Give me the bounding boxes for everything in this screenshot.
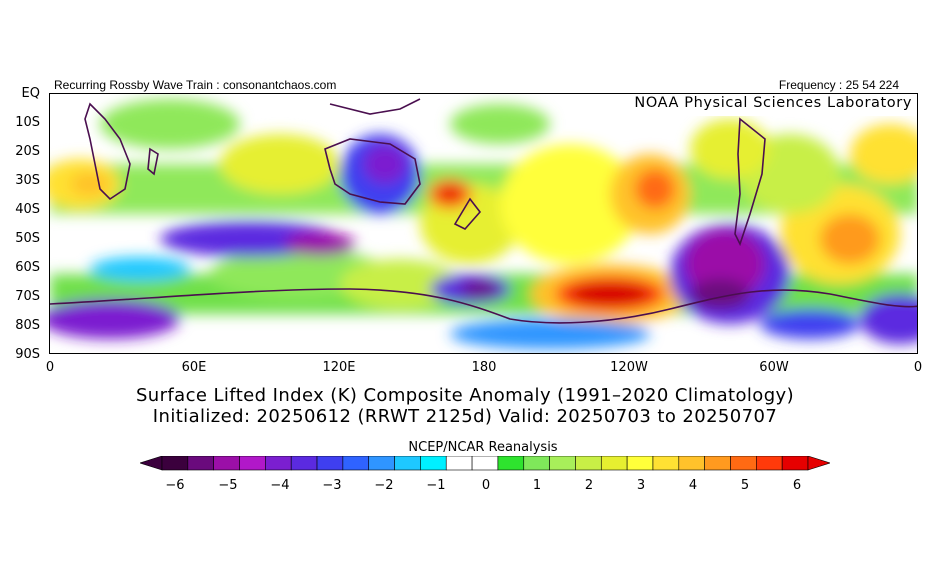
data-source-label: NCEP/NCAR Reanalysis [408, 440, 558, 455]
lat-label-10s: 10S [15, 115, 40, 130]
lat-label-20s: 20S [15, 144, 40, 159]
anomaly-map [49, 93, 918, 354]
colorbar-tick: 3 [636, 478, 646, 493]
lat-label-70s: 70S [15, 289, 40, 304]
lon-label-180: 180 [471, 360, 497, 375]
colorbar-swatch [213, 456, 240, 471]
anomaly-field-svg [50, 94, 917, 353]
colorbar-tick: 1 [532, 478, 542, 493]
colorbar-swatch [445, 456, 473, 471]
colorbar-swatch [549, 456, 576, 471]
colorbar-swatch [368, 456, 395, 471]
colorbar-swatch [316, 456, 344, 471]
colorbar-tick: 6 [792, 478, 802, 493]
lon-label-120e: 120E [322, 360, 356, 375]
colorbar-swatch [600, 456, 628, 471]
map-title-line2: Initialized: 20250612 (RRWT 2125d) Valid… [152, 406, 778, 427]
colorbar-tick: 2 [584, 478, 594, 493]
colorbar-swatch [756, 456, 783, 471]
colorbar-swatch [678, 456, 705, 471]
colorbar-tick: 0 [481, 478, 491, 493]
coastlines [50, 98, 917, 324]
lat-label-80s: 80S [15, 318, 40, 333]
colorbar-tick: −5 [218, 478, 238, 493]
colorbar [140, 456, 830, 471]
colorbar-tick: −6 [165, 478, 185, 493]
colorbar-swatch [394, 456, 421, 471]
colorbar-swatch [626, 456, 654, 471]
colorbar-swatch [652, 456, 680, 471]
colorbar-low-arrow [140, 456, 163, 471]
colorbar-swatch [497, 456, 525, 471]
lon-label-0: 0 [45, 360, 55, 375]
colorbar-swatch [290, 456, 318, 471]
colorbar-swatch [523, 456, 550, 471]
lon-label-60w: 60W [759, 360, 789, 375]
lon-label-0-end: 0 [913, 360, 923, 375]
lat-label-50s: 50S [15, 231, 40, 246]
lab-label: NOAA Physical Sciences Laboratory [634, 95, 912, 111]
colorbar-swatch [575, 456, 602, 471]
colorbar-swatch [342, 456, 370, 471]
colorbar-swatch [239, 456, 266, 471]
lat-label-30s: 30S [15, 173, 40, 188]
lat-label-60s: 60S [15, 260, 40, 275]
colorbar-tick: 5 [740, 478, 750, 493]
lon-label-120w: 120W [610, 360, 648, 375]
colorbar-swatch [420, 456, 447, 471]
colorbar-swatch [161, 456, 189, 471]
lon-label-60e: 60E [181, 360, 207, 375]
colorbar-tick: −3 [322, 478, 342, 493]
colorbar-tick: −4 [270, 478, 290, 493]
colorbar-swatch [704, 456, 731, 471]
colorbar-swatch [471, 456, 499, 471]
lat-label-40s: 40S [15, 202, 40, 217]
colorbar-tick: −1 [426, 478, 446, 493]
colorbar-swatch [187, 456, 214, 471]
colorbar-swatch [730, 456, 757, 471]
lat-label-eq: EQ [21, 86, 40, 101]
colorbar-high-arrow [807, 456, 830, 471]
colorbar-swatch [781, 456, 809, 471]
header-left-text: Recurring Rossby Wave Train : consonantc… [54, 78, 337, 92]
colorbar-tick: −2 [374, 478, 394, 493]
lab-label-box [578, 94, 916, 116]
lat-label-90s: 90S [15, 347, 40, 362]
colorbar-swatch [265, 456, 292, 471]
map-title-line1: Surface Lifted Index (K) Composite Anoma… [135, 385, 794, 406]
header-frequency-text: Frequency : 25 54 224 [778, 78, 899, 92]
colorbar-tick: 4 [688, 478, 698, 493]
